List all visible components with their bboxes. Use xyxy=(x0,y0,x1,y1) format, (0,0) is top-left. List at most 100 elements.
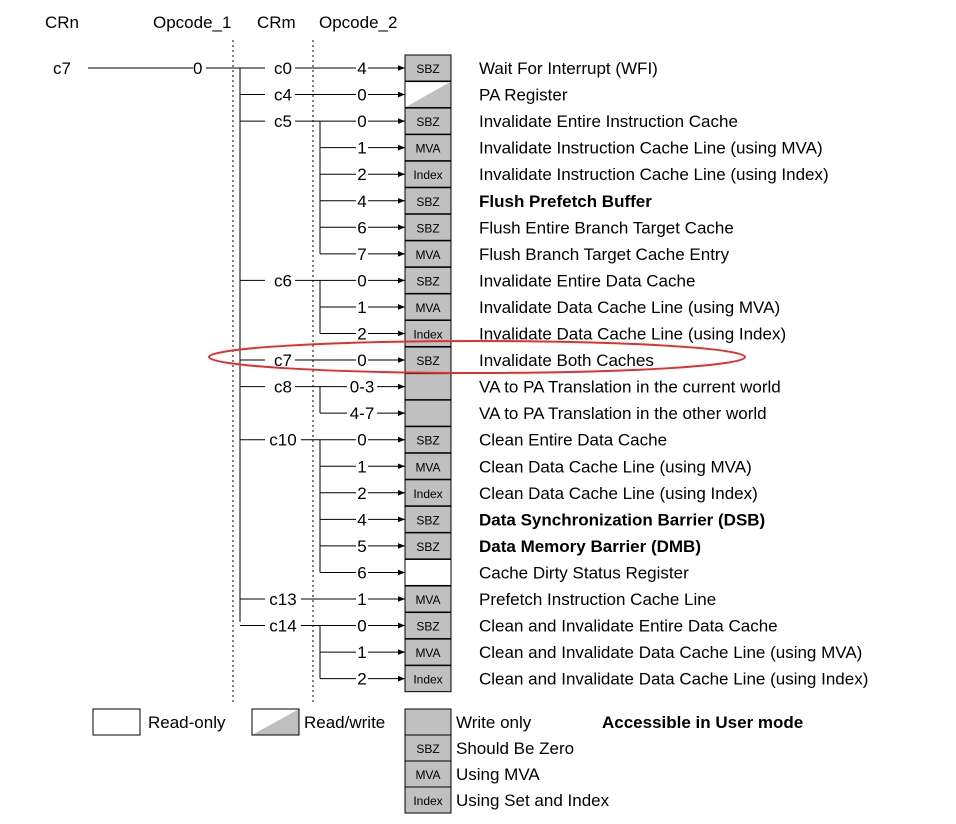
write-only-box xyxy=(404,266,452,294)
read-only-box xyxy=(404,558,452,586)
opcode2-label: 4 xyxy=(357,510,366,529)
header-opcode1: Opcode_1 xyxy=(153,13,231,32)
legend-index-box-text: Index xyxy=(413,794,442,808)
crm-label-c14: c14 xyxy=(269,617,296,636)
legend-index-label: Using Set and Index xyxy=(456,791,610,810)
box-type-sbz: SBZ xyxy=(416,274,439,288)
write-only-box xyxy=(404,479,452,507)
register-description: Invalidate Both Caches xyxy=(479,351,654,370)
register-description: Flush Branch Target Cache Entry xyxy=(479,245,730,264)
legend-sbz-box-text: SBZ xyxy=(416,742,439,756)
crm-label-c8: c8 xyxy=(274,378,292,397)
box-type-sbz: SBZ xyxy=(416,620,439,634)
box-type-sbz: SBZ xyxy=(416,221,439,235)
box-type-sbz: SBZ xyxy=(416,195,439,209)
header-crm: CRm xyxy=(257,13,296,32)
write-only-box xyxy=(404,585,452,613)
opcode1-value: 0 xyxy=(193,59,202,78)
register-description: Data Memory Barrier (DMB) xyxy=(479,537,701,556)
crm-label-c4: c4 xyxy=(274,86,292,105)
register-description: Cache Dirty Status Register xyxy=(479,563,689,582)
register-description: VA to PA Translation in the other world xyxy=(479,404,767,423)
legend-sbz-box xyxy=(404,734,452,762)
register-description: Invalidate Entire Data Cache xyxy=(479,271,695,290)
legend-write-only-box xyxy=(404,708,452,736)
opcode2-label: 0 xyxy=(357,431,366,450)
write-only-box xyxy=(404,452,452,480)
crm-label-c0: c0 xyxy=(274,59,292,78)
box-type-mva: MVA xyxy=(415,248,440,262)
opcode2-label: 2 xyxy=(357,484,366,503)
crm-label-c10: c10 xyxy=(269,431,296,450)
register-description: Flush Entire Branch Target Cache xyxy=(479,218,734,237)
crm-label-c6: c6 xyxy=(274,271,292,290)
opcode2-label: 5 xyxy=(357,537,366,556)
write-only-box xyxy=(404,293,452,321)
write-only-box xyxy=(404,213,452,241)
write-only-box xyxy=(404,532,452,560)
register-description: Wait For Interrupt (WFI) xyxy=(479,59,658,78)
opcode2-label: 1 xyxy=(357,590,366,609)
opcode2-label: 0 xyxy=(357,86,366,105)
register-description: Prefetch Instruction Cache Line xyxy=(479,590,716,609)
opcode2-label: 1 xyxy=(357,139,366,158)
crm-label-c7: c7 xyxy=(274,351,292,370)
highlight-ellipse xyxy=(208,340,746,374)
crm-label-c5: c5 xyxy=(274,112,292,131)
write-only-box xyxy=(404,612,452,640)
header-crn: CRn xyxy=(45,13,79,32)
opcode2-label: 2 xyxy=(357,670,366,689)
box-type-mva: MVA xyxy=(415,301,440,315)
opcode2-label: 1 xyxy=(357,643,366,662)
box-type-index: Index xyxy=(413,168,442,182)
opcode2-label: 0 xyxy=(357,351,366,370)
legend-index-box xyxy=(404,786,452,814)
write-only-box xyxy=(404,107,452,135)
register-description: PA Register xyxy=(479,86,568,105)
write-only-box xyxy=(404,54,452,82)
opcode2-label: 2 xyxy=(357,325,366,344)
register-description: Invalidate Entire Instruction Cache xyxy=(479,112,738,131)
opcode2-label: 1 xyxy=(357,298,366,317)
register-description: VA to PA Translation in the current worl… xyxy=(479,378,781,397)
opcode2-label: 4 xyxy=(357,192,366,211)
box-type-mva: MVA xyxy=(415,142,440,156)
legend-read-write-label: Read/write xyxy=(304,713,385,732)
box-type-index: Index xyxy=(413,487,442,501)
legend-read-only-box xyxy=(92,708,141,736)
write-only-box xyxy=(404,240,452,268)
opcode2-label: 0 xyxy=(357,271,366,290)
write-only-box xyxy=(404,134,452,162)
box-type-sbz: SBZ xyxy=(416,540,439,554)
opcode2-label: 6 xyxy=(357,563,366,582)
opcode2-label: 4 xyxy=(357,59,366,78)
box-type-mva: MVA xyxy=(415,460,440,474)
legend-sbz-label: Should Be Zero xyxy=(456,739,574,758)
write-only-box xyxy=(404,426,452,454)
box-type-mva: MVA xyxy=(415,646,440,660)
register-description: Clean and Invalidate Data Cache Line (us… xyxy=(479,643,862,662)
opcode2-label: 0 xyxy=(357,617,366,636)
legend-user-mode-label: Accessible in User mode xyxy=(602,713,803,732)
legend-read-write-triangle xyxy=(252,709,299,735)
read-write-outline xyxy=(404,81,452,109)
crn-value: c7 xyxy=(53,59,71,78)
register-description: Clean and Invalidate Entire Data Cache xyxy=(479,617,778,636)
box-type-sbz: SBZ xyxy=(416,513,439,527)
register-description: Invalidate Data Cache Line (using Index) xyxy=(479,325,786,344)
legend-mva-box xyxy=(404,760,452,788)
register-description: Clean Entire Data Cache xyxy=(479,431,667,450)
legend-mva-label: Using MVA xyxy=(456,765,540,784)
write-only-box xyxy=(404,399,452,427)
opcode2-label: 4-7 xyxy=(350,404,375,423)
legend-mva-box-text: MVA xyxy=(415,768,440,782)
box-type-sbz: SBZ xyxy=(416,354,439,368)
read-write-triangle xyxy=(405,81,451,108)
box-type-index: Index xyxy=(413,328,442,342)
legend-write-only-label: Write only xyxy=(456,713,532,732)
register-description: Invalidate Data Cache Line (using MVA) xyxy=(479,298,780,317)
write-only-box xyxy=(404,638,452,666)
register-description: Flush Prefetch Buffer xyxy=(479,192,652,211)
register-description: Clean Data Cache Line (using MVA) xyxy=(479,457,752,476)
